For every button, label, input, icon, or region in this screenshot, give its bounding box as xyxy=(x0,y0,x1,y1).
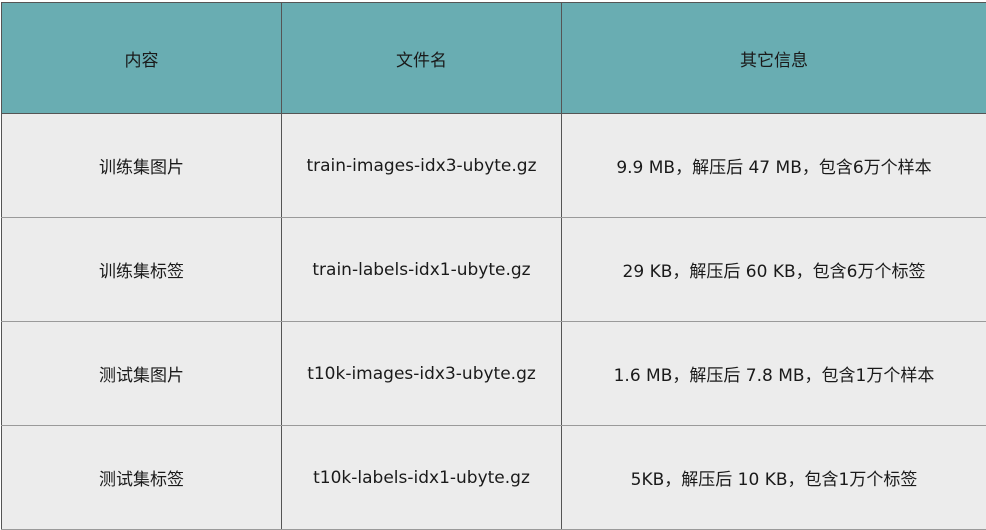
cell-content: 测试集标签 xyxy=(2,426,282,530)
cell-info: 29 KB，解压后 60 KB，包含6万个标签 xyxy=(562,218,986,322)
cell-content: 训练集标签 xyxy=(2,218,282,322)
cell-info: 1.6 MB，解压后 7.8 MB，包含1万个样本 xyxy=(562,322,986,426)
cell-filename: t10k-labels-idx1-ubyte.gz xyxy=(282,426,562,530)
header-content: 内容 xyxy=(2,3,282,114)
cell-filename: train-labels-idx1-ubyte.gz xyxy=(282,218,562,322)
table-row: 测试集标签 t10k-labels-idx1-ubyte.gz 5KB，解压后 … xyxy=(2,426,986,530)
header-info: 其它信息 xyxy=(562,3,986,114)
cell-content: 测试集图片 xyxy=(2,322,282,426)
table-row: 训练集图片 train-images-idx3-ubyte.gz 9.9 MB，… xyxy=(2,114,986,218)
cell-info: 9.9 MB，解压后 47 MB，包含6万个样本 xyxy=(562,114,986,218)
cell-filename: t10k-images-idx3-ubyte.gz xyxy=(282,322,562,426)
table-row: 训练集标签 train-labels-idx1-ubyte.gz 29 KB，解… xyxy=(2,218,986,322)
cell-info: 5KB，解压后 10 KB，包含1万个标签 xyxy=(562,426,986,530)
table-row: 测试集图片 t10k-images-idx3-ubyte.gz 1.6 MB，解… xyxy=(2,322,986,426)
header-row: 内容 文件名 其它信息 xyxy=(2,3,986,114)
header-filename: 文件名 xyxy=(282,3,562,114)
cell-content: 训练集图片 xyxy=(2,114,282,218)
cell-filename: train-images-idx3-ubyte.gz xyxy=(282,114,562,218)
